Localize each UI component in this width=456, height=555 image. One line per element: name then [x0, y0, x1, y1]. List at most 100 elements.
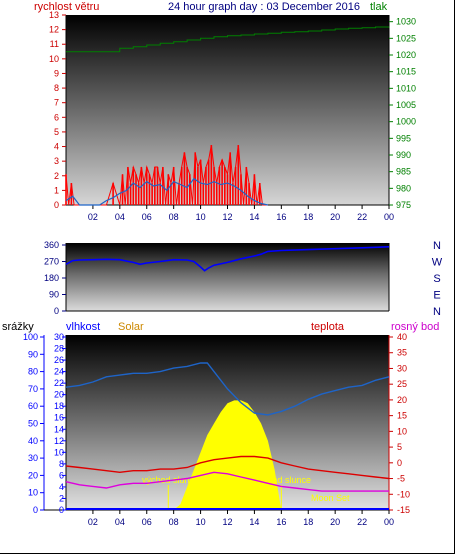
humidity-tick-label: 6: [59, 470, 64, 480]
rain-axis-label: srážky: [2, 321, 34, 333]
sunset-label: západ slunce: [258, 475, 311, 485]
chart-title: 24 hour graph day : 03 December 2016: [168, 1, 360, 13]
x-tick-label: 16: [276, 517, 286, 527]
x-tick-label: 16: [276, 212, 286, 222]
humidity-tick-label: 26: [54, 355, 64, 365]
humidity-tick-label: 20: [54, 390, 64, 400]
temperature-line: [65, 455, 390, 480]
x-tick-label: 18: [303, 517, 313, 527]
humidity-tick-label: 8: [59, 459, 64, 469]
rain-tick-label: 80: [28, 367, 38, 377]
right-tick-label: 1025: [396, 33, 416, 43]
temperature-tick-label: 15: [397, 411, 407, 421]
left-tick-label: 180: [44, 273, 59, 283]
temperature-tick-label: 5: [397, 442, 402, 452]
right-tick-label: 1015: [396, 67, 416, 77]
temperature-tick-label: -15: [397, 505, 410, 515]
humidity-tick-label: 16: [54, 413, 64, 423]
temperature-tick-label: 10: [397, 426, 407, 436]
temperature-tick-label: 0: [397, 458, 402, 468]
rain-tick-label: 30: [28, 453, 38, 463]
left-tick-label: 0: [54, 200, 59, 210]
x-tick-label: 14: [249, 517, 259, 527]
rain-tick-label: 20: [28, 470, 38, 480]
right-tick-label: 995: [396, 133, 411, 143]
x-tick-label: 02: [88, 212, 98, 222]
temperature-tick-label: 25: [397, 379, 407, 389]
dew-point-line: [65, 471, 389, 492]
compass-label: E: [433, 290, 440, 302]
x-tick-label: 20: [330, 517, 340, 527]
x-tick-label: 06: [142, 212, 152, 222]
x-tick-label: 08: [169, 517, 179, 527]
left-axis-label: rychlost větru: [34, 1, 99, 13]
rain-tick-label: 10: [28, 488, 38, 498]
rain-tick-label: 60: [28, 401, 38, 411]
x-tick-label: 12: [222, 517, 232, 527]
right-tick-label: 975: [396, 200, 411, 210]
wind-average-line: [65, 177, 269, 206]
x-tick-label: 12: [222, 212, 232, 222]
x-tick-label: 10: [196, 212, 206, 222]
left-tick-label: 1: [54, 185, 59, 195]
moonrise-label: Moon Rise: [186, 493, 229, 503]
right-tick-label: 980: [396, 183, 411, 193]
compass-label: N: [433, 240, 441, 252]
rain-tick-label: 40: [28, 436, 38, 446]
humidity-tick-label: 10: [54, 447, 64, 457]
right-axis-label: tlak: [370, 1, 388, 13]
humidity-tick-label: 30: [54, 332, 64, 342]
left-tick-label: 0: [54, 306, 59, 316]
right-tick-label: 990: [396, 150, 411, 160]
pressure-line: [66, 26, 390, 53]
left-tick-label: 6: [54, 112, 59, 122]
x-tick-label: 22: [357, 517, 367, 527]
left-tick-label: 11: [50, 39, 59, 49]
left-tick-label: 3: [54, 156, 59, 166]
humidity-axis-label: vlhkost: [66, 321, 100, 333]
left-tick-label: 5: [54, 127, 59, 137]
humidity-tick-label: 0: [59, 505, 64, 515]
humidity-tick-label: 24: [54, 367, 64, 377]
left-tick-label: 360: [44, 240, 59, 250]
compass-label: W: [432, 257, 443, 269]
dewpoint-axis-label: rosný bod: [391, 321, 439, 333]
humidity-tick-label: 12: [54, 436, 64, 446]
right-tick-label: 1020: [396, 50, 416, 60]
x-tick-label: 04: [115, 517, 125, 527]
right-tick-label: 1010: [396, 83, 416, 93]
temperature-tick-label: 30: [397, 363, 407, 373]
moonset-label: Moon Set: [311, 493, 350, 503]
right-tick-label: 1000: [396, 117, 416, 127]
wind-gust-line: [65, 145, 268, 206]
rain-tick-label: 90: [28, 349, 38, 359]
temperature-tick-label: 35: [397, 348, 407, 358]
temperature-tick-label: 20: [397, 395, 407, 405]
plot-area-wind-direction: [66, 243, 389, 311]
wind-direction-line: [65, 246, 390, 272]
left-tick-label: 4: [54, 142, 59, 152]
left-tick-label: 2: [54, 171, 59, 181]
x-tick-label: 02: [88, 517, 98, 527]
humidity-tick-label: 14: [54, 424, 64, 434]
left-tick-label: 9: [54, 68, 59, 78]
right-tick-label: 1005: [396, 100, 416, 110]
left-tick-label: 270: [44, 257, 59, 267]
left-tick-label: 10: [49, 54, 59, 64]
x-tick-label: 22: [357, 212, 367, 222]
temperature-tick-label: -10: [397, 489, 410, 499]
x-tick-label: 08: [169, 212, 179, 222]
humidity-tick-label: 4: [59, 482, 64, 492]
humidity-line: [65, 362, 390, 416]
compass-label: N: [433, 306, 441, 318]
left-tick-label: 7: [54, 98, 59, 108]
rain-tick-label: 100: [23, 332, 38, 342]
humidity-tick-label: 22: [54, 378, 64, 388]
x-tick-label: 00: [384, 517, 394, 527]
x-tick-label: 06: [142, 517, 152, 527]
humidity-tick-label: 18: [54, 401, 64, 411]
right-tick-label: 985: [396, 167, 411, 177]
humidity-tick-label: 28: [54, 344, 64, 354]
x-tick-label: 10: [196, 517, 206, 527]
